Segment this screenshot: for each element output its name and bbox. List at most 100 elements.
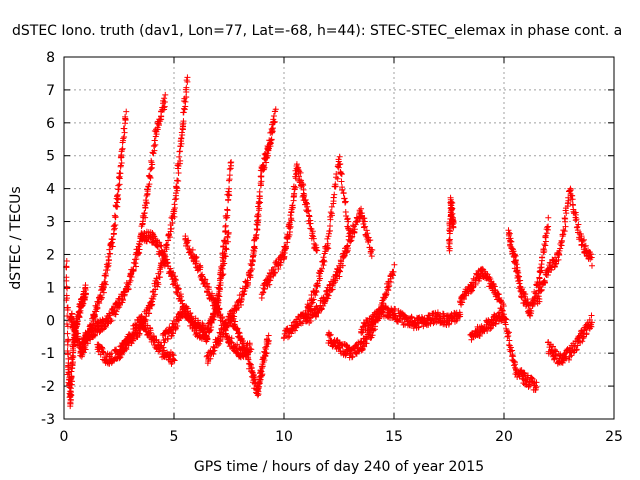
data-point — [263, 159, 270, 166]
data-point — [216, 293, 223, 300]
data-point — [511, 252, 518, 259]
data-point — [120, 137, 127, 144]
data-point — [120, 297, 127, 304]
data-point — [255, 198, 262, 205]
data-point — [353, 218, 360, 225]
data-point — [430, 320, 437, 327]
data-point — [287, 223, 294, 230]
data-point — [159, 107, 166, 114]
data-point — [392, 312, 399, 319]
data-point — [345, 236, 352, 243]
data-point — [469, 284, 476, 291]
data-point — [80, 343, 87, 350]
data-point — [339, 262, 346, 269]
data-point — [122, 117, 129, 124]
data-point — [495, 291, 502, 298]
data-point — [335, 156, 342, 163]
data-point — [247, 345, 254, 352]
data-point — [351, 226, 358, 233]
data-point — [121, 129, 128, 136]
data-point — [476, 275, 483, 282]
data-point — [368, 253, 375, 260]
data-point — [238, 343, 245, 350]
data-point — [291, 190, 298, 197]
data-point — [99, 348, 106, 355]
data-point — [376, 315, 383, 322]
data-point — [309, 232, 316, 239]
data-point — [326, 227, 333, 234]
data-point — [570, 206, 577, 213]
data-point — [176, 148, 183, 155]
data-point — [438, 319, 445, 326]
data-point — [220, 243, 227, 250]
data-point — [101, 323, 108, 330]
data-point — [542, 238, 549, 245]
data-point — [258, 178, 265, 185]
data-point — [446, 236, 453, 243]
data-point — [211, 302, 218, 309]
data-point — [572, 211, 579, 218]
data-point — [284, 334, 291, 341]
data-point — [293, 161, 300, 168]
data-point — [313, 289, 320, 296]
data-point — [161, 95, 168, 102]
data-point — [65, 369, 72, 376]
data-point — [207, 327, 214, 334]
data-point — [370, 327, 377, 334]
data-point — [224, 233, 231, 240]
data-point — [173, 190, 180, 197]
data-point — [175, 169, 182, 176]
data-point — [295, 164, 302, 171]
data-point — [100, 285, 107, 292]
data-point — [183, 94, 190, 101]
data-point — [336, 268, 343, 275]
data-point — [162, 91, 169, 98]
data-point — [337, 161, 344, 168]
data-point — [515, 273, 522, 280]
data-point — [136, 241, 143, 248]
data-point — [125, 281, 132, 288]
data-point — [182, 98, 189, 105]
data-point — [224, 206, 231, 213]
data-point — [552, 261, 559, 268]
data-point — [217, 336, 224, 343]
data-point — [141, 210, 148, 217]
data-point — [65, 350, 72, 357]
data-point — [150, 232, 157, 239]
data-point — [176, 153, 183, 160]
data-point — [575, 221, 582, 228]
data-point — [391, 261, 398, 268]
data-point — [340, 253, 347, 260]
data-point — [202, 276, 209, 283]
y-tick-label: 0 — [46, 313, 55, 329]
data-point — [538, 267, 545, 274]
x-tick-label: 5 — [170, 429, 179, 445]
data-point — [246, 272, 253, 279]
data-point — [253, 232, 260, 239]
data-point — [321, 250, 328, 257]
data-point — [263, 350, 270, 357]
data-point — [261, 150, 268, 157]
data-arc — [94, 313, 178, 367]
data-point — [326, 332, 333, 339]
data-point — [579, 338, 586, 345]
data-point — [130, 268, 137, 275]
data-point — [154, 126, 161, 133]
data-point — [97, 296, 104, 303]
data-point — [340, 190, 347, 197]
data-point — [277, 259, 284, 266]
data-point — [180, 118, 187, 125]
data-point — [331, 191, 338, 198]
data-point — [328, 203, 335, 210]
data-point — [114, 191, 121, 198]
data-point — [177, 157, 184, 164]
data-point — [508, 238, 515, 245]
data-point — [545, 214, 552, 221]
data-point — [157, 268, 164, 275]
data-point — [160, 104, 167, 111]
data-point — [345, 245, 352, 252]
data-point — [135, 249, 142, 256]
data-point — [118, 159, 125, 166]
data-point — [82, 282, 89, 289]
